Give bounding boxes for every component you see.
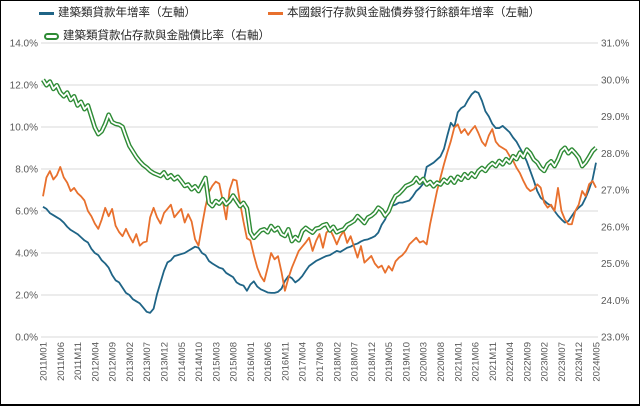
- right-axis-tick-label: 23.0%: [601, 333, 629, 344]
- left-axis-tick-label: 14.0%: [10, 39, 38, 50]
- legend-line-marker-blue: [39, 11, 54, 15]
- x-axis-tick-label: 2024M05: [592, 342, 603, 382]
- right-axis-tick-label: 29.0%: [601, 112, 629, 123]
- x-axis-tick-label: 2021M11: [488, 342, 499, 381]
- left-axis-tick-label: 12.0%: [10, 81, 38, 92]
- x-axis-tick-label: 2016M11: [280, 342, 291, 381]
- x-axis-tick-label: 2015M03: [211, 342, 222, 382]
- x-axis-tick-label: 2013M12: [159, 342, 170, 382]
- legend-item-loan-ratio: 建築類貸款佔存款與金融債比率（右軸）: [44, 28, 270, 44]
- legend-label-construction-loans: 建築類貸款年增率（左軸）: [58, 7, 196, 19]
- left-axis-tick-label: 0.0%: [15, 333, 38, 344]
- left-axis-tick-label: 2.0%: [15, 291, 38, 302]
- legend-line-marker-orange: [268, 11, 283, 15]
- x-axis-tick-label: 2017M04: [298, 342, 309, 382]
- x-axis-tick-label: 2016M01: [246, 342, 257, 382]
- right-axis-tick-label: 27.0%: [601, 186, 629, 197]
- x-axis-tick-label: 2018M02: [332, 342, 343, 382]
- right-axis-tick-label: 24.0%: [601, 296, 629, 307]
- x-axis-tick-label: 2012M09: [108, 342, 119, 382]
- x-axis-tick-label: 2011M01: [39, 342, 50, 381]
- right-axis-tick-label: 25.0%: [601, 259, 629, 270]
- x-axis-tick-label: 2018M12: [367, 342, 378, 382]
- series-line-loan-ratio-outer: [41, 78, 598, 244]
- right-axis-tick-label: 26.0%: [601, 222, 629, 233]
- chart-legend: 建築類貸款年增率（左軸） 本國銀行存款與金融債券發行餘額年增率（左軸） 建築類貸…: [1, 1, 639, 47]
- left-axis-tick-label: 10.0%: [10, 123, 38, 134]
- x-axis-tick-label: 2022M09: [522, 342, 533, 382]
- x-axis-tick-label: 2019M05: [384, 342, 395, 382]
- x-axis-tick-label: 2023M02: [540, 342, 551, 382]
- left-axis-tick-label: 6.0%: [15, 207, 38, 218]
- x-axis-tick-label: 2015M08: [229, 342, 240, 382]
- x-axis-tick-label: 2020M03: [419, 342, 430, 382]
- left-axis-tick-label: 4.0%: [15, 249, 38, 260]
- x-axis-tick-label: 2016M06: [263, 342, 274, 382]
- x-axis-tick-label: 2011M11: [73, 342, 84, 380]
- legend-label-loan-ratio: 建築類貸款佔存款與金融債比率（右軸）: [63, 30, 270, 42]
- x-axis-tick-label: 2012M04: [90, 342, 101, 382]
- series-line-loan-ratio-core: [42, 79, 597, 242]
- x-axis-tick-label: 2019M10: [401, 342, 412, 382]
- series-line-deposits-bonds: [42, 123, 597, 292]
- legend-label-deposits-bonds: 本國銀行存款與金融債券發行餘額年增率（左軸）: [287, 7, 540, 19]
- x-axis-tick-label: 2011M06: [56, 342, 67, 381]
- right-axis-tick-label: 30.0%: [601, 75, 629, 86]
- x-axis-tick-label: 2022M04: [505, 342, 516, 382]
- legend-item-deposits-bonds: 本國銀行存款與金融債券發行餘額年增率（左軸）: [268, 5, 540, 21]
- x-axis-tick-label: 2023M12: [574, 342, 585, 382]
- series-line-construction-loans: [42, 90, 597, 314]
- x-axis-tick-label: 2023M07: [557, 342, 568, 382]
- right-axis-tick-label: 28.0%: [601, 149, 629, 160]
- x-axis-tick-label: 2014M05: [177, 342, 188, 382]
- x-axis-tick-label: 2017M09: [315, 342, 326, 382]
- left-axis-tick-label: 8.0%: [15, 165, 38, 176]
- legend-capsule-marker-green: [44, 32, 59, 40]
- x-axis-tick-label: 2013M02: [125, 342, 136, 382]
- x-axis-tick-label: 2020M08: [436, 342, 447, 382]
- x-axis-tick-label: 2021M01: [453, 342, 464, 382]
- x-axis-tick-label: 2021M06: [471, 342, 482, 382]
- x-axis-tick-label: 2013M07: [142, 342, 153, 382]
- x-axis-tick-label: 2018M07: [350, 342, 361, 382]
- legend-item-construction-loans: 建築類貸款年增率（左軸）: [39, 5, 196, 21]
- x-axis-tick-label: 2014M10: [194, 342, 205, 382]
- right-axis-tick-label: 31.0%: [601, 39, 629, 50]
